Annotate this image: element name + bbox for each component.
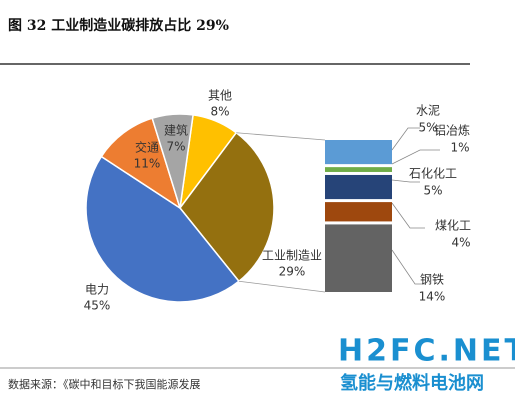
breakdown-label: 石化化工 [409, 167, 457, 181]
connector [238, 280, 326, 293]
chart-title: 图 32 工业制造业碳排放占比 29% [8, 17, 229, 34]
slice-label: 建筑 [164, 123, 188, 138]
pie-slice [151, 113, 194, 209]
breakdown-label: 煤化工 [435, 219, 471, 233]
breakdown-label: 铝冶炼 [434, 123, 470, 138]
slice-label: 其他 [208, 89, 232, 103]
breakdown-value: 1% [450, 141, 469, 155]
breakdown-value: 4% [451, 236, 470, 250]
watermark: H2FC.NET [338, 334, 515, 369]
slice-label: 工业制造业 [262, 249, 322, 263]
connector [236, 132, 326, 141]
breakdown-label: 钢铁 [420, 273, 444, 287]
breakdown-value: 14% [419, 290, 446, 304]
source: 数据来源：《碳中和目标下我国能源发展 [8, 377, 201, 391]
slice-value: 11% [134, 157, 161, 171]
breakdown-value: 5% [423, 184, 442, 198]
breakdown-bar [325, 140, 392, 165]
pie-slice [100, 117, 182, 210]
breakdown-bar [325, 167, 392, 172]
breakdown-label: 水泥 [416, 104, 440, 118]
leader-lines [391, 127, 440, 285]
watermark-sub: 氢能与燃料电池网 [340, 372, 484, 394]
breakdown-value: 5% [418, 121, 437, 135]
breakdown-bar [325, 224, 392, 292]
breakdown-bar [325, 174, 392, 200]
slice-label: 电力 [85, 283, 109, 297]
slice-value: 29% [279, 265, 306, 279]
slice-value: 45% [84, 299, 111, 313]
pie-slice [85, 155, 240, 303]
slice-value: 8% [210, 105, 229, 119]
breakdown-bar [325, 202, 392, 222]
slice-label: 交通 [135, 140, 159, 155]
pie-slice [179, 131, 275, 283]
slice-value: 7% [166, 140, 185, 154]
